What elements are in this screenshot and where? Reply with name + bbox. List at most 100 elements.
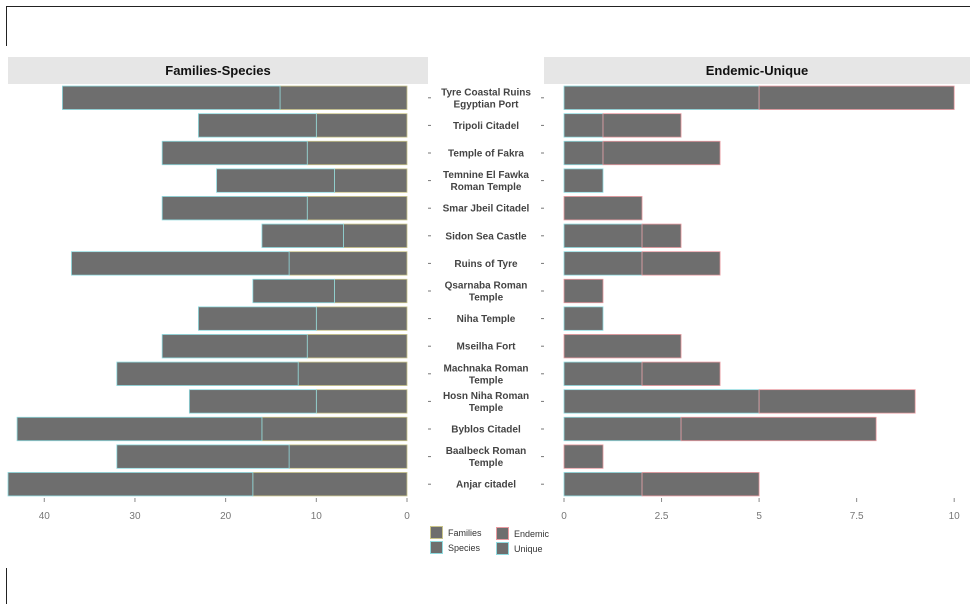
legend-swatch-families bbox=[430, 526, 443, 539]
bar-endemic bbox=[680, 416, 877, 442]
legend-swatch-endemic bbox=[496, 527, 509, 540]
frame-top-border bbox=[6, 6, 970, 7]
bar-unique bbox=[563, 389, 760, 414]
category-label: Baalbeck Roman Temple bbox=[446, 446, 527, 469]
bar-families bbox=[288, 444, 408, 469]
bar-unique bbox=[563, 223, 643, 248]
legend-item-families: Families bbox=[430, 525, 482, 540]
bar-endemic bbox=[641, 472, 760, 497]
bar-endemic bbox=[563, 196, 643, 221]
bar-endemic bbox=[641, 251, 721, 276]
bar-unique bbox=[563, 251, 643, 276]
bar-endemic bbox=[602, 113, 682, 138]
bar-unique bbox=[563, 416, 682, 442]
bar-species bbox=[161, 140, 308, 166]
bar-endemic bbox=[641, 223, 682, 248]
bar-families bbox=[306, 140, 408, 166]
bar-species bbox=[116, 361, 299, 386]
bar-families bbox=[297, 361, 408, 386]
bar-species bbox=[216, 168, 335, 193]
bar-species bbox=[62, 85, 281, 110]
bar-unique bbox=[563, 306, 604, 331]
bar-families bbox=[315, 306, 408, 331]
bar-families bbox=[306, 334, 408, 359]
bar-endemic bbox=[758, 389, 916, 414]
bar-endemic bbox=[563, 334, 682, 359]
left-plot: 0 10 20 30 40 bbox=[7, 84, 410, 522]
bar-endemic bbox=[563, 278, 604, 304]
category-label: Tyre Coastal Ruins Egyptian Port bbox=[441, 87, 531, 110]
bar-unique bbox=[563, 140, 604, 166]
bar-species bbox=[198, 113, 317, 138]
bar-families bbox=[334, 278, 408, 304]
bar-families bbox=[343, 223, 408, 248]
frame-left-border-lower bbox=[6, 568, 7, 604]
category-label: Temnine El Fawka Roman Temple bbox=[443, 170, 529, 193]
legend-item-unique: Unique bbox=[496, 541, 543, 556]
bar-species bbox=[161, 196, 308, 221]
bar-families bbox=[315, 113, 408, 138]
bar-endemic bbox=[758, 85, 955, 110]
bar-species bbox=[161, 334, 308, 359]
right-panel-title: Endemic-Unique bbox=[544, 57, 970, 84]
left-panel-title: Families-Species bbox=[8, 57, 428, 84]
left-x-tick-label: 10 bbox=[311, 511, 323, 522]
right-x-tick-label: 0 bbox=[561, 511, 567, 522]
bar-species bbox=[7, 472, 254, 497]
legend: Families Endemic Species Unique bbox=[430, 524, 560, 558]
legend-label-endemic: Endemic bbox=[514, 528, 550, 539]
right-plot: 0 2.5 5 7.5 10 bbox=[561, 84, 962, 522]
bar-species bbox=[71, 251, 290, 276]
category-label: Niha Temple bbox=[457, 314, 516, 325]
bar-species bbox=[252, 278, 335, 304]
bar-species bbox=[16, 416, 263, 442]
bar-endemic bbox=[563, 444, 604, 469]
bar-unique bbox=[563, 472, 643, 497]
category-label: Sidon Sea Castle bbox=[445, 231, 527, 242]
legend-label-species: Species bbox=[448, 542, 481, 553]
bar-unique bbox=[563, 361, 643, 386]
bar-families bbox=[279, 85, 408, 110]
bar-families bbox=[334, 168, 408, 193]
legend-label-unique: Unique bbox=[514, 543, 543, 554]
right-x-tick-label: 2.5 bbox=[655, 511, 669, 522]
bar-endemic bbox=[602, 140, 721, 166]
bar-unique bbox=[563, 168, 604, 193]
bar-families bbox=[288, 251, 408, 276]
category-label: Hosn Niha Roman Temple bbox=[443, 391, 529, 414]
category-label: Machnaka Roman Temple bbox=[443, 363, 528, 386]
legend-item-species: Species bbox=[430, 540, 480, 555]
bar-species bbox=[261, 223, 344, 248]
frame-left-border-upper bbox=[6, 6, 7, 46]
legend-label-families: Families bbox=[448, 527, 482, 538]
bar-families bbox=[315, 389, 408, 414]
category-label: Byblos Citadel bbox=[451, 425, 521, 436]
bar-endemic bbox=[641, 361, 721, 386]
bar-unique bbox=[563, 85, 760, 110]
category-label: Qsarnaba Roman Temple bbox=[445, 281, 528, 304]
category-label: Mseilha Fort bbox=[457, 342, 517, 353]
bar-families bbox=[252, 472, 408, 497]
category-label: Smar Jbeil Citadel bbox=[443, 204, 530, 215]
bar-species bbox=[188, 389, 317, 414]
category-label: Ruins of Tyre bbox=[454, 259, 518, 270]
left-x-tick-label: 0 bbox=[404, 511, 410, 522]
category-label: Tripoli Citadel bbox=[453, 121, 519, 132]
bar-species bbox=[198, 306, 317, 331]
legend-swatch-species bbox=[430, 541, 443, 554]
category-labels: Tyre Coastal Ruins Egyptian Port Tripoli C… bbox=[428, 87, 544, 491]
bar-families bbox=[306, 196, 408, 221]
category-label: Anjar citadel bbox=[456, 480, 516, 491]
left-x-tick-label: 30 bbox=[129, 511, 141, 522]
right-x-tick-label: 5 bbox=[756, 511, 762, 522]
right-x-tick-label: 10 bbox=[949, 511, 961, 522]
bar-species bbox=[116, 444, 290, 469]
category-label: Temple of Fakra bbox=[448, 149, 524, 160]
left-x-tick-label: 40 bbox=[39, 511, 51, 522]
legend-item-endemic: Endemic bbox=[496, 526, 549, 541]
legend-swatch-unique bbox=[496, 542, 509, 555]
right-x-tick-label: 7.5 bbox=[850, 511, 864, 522]
left-x-tick-label: 20 bbox=[220, 511, 232, 522]
bar-families bbox=[261, 416, 408, 442]
